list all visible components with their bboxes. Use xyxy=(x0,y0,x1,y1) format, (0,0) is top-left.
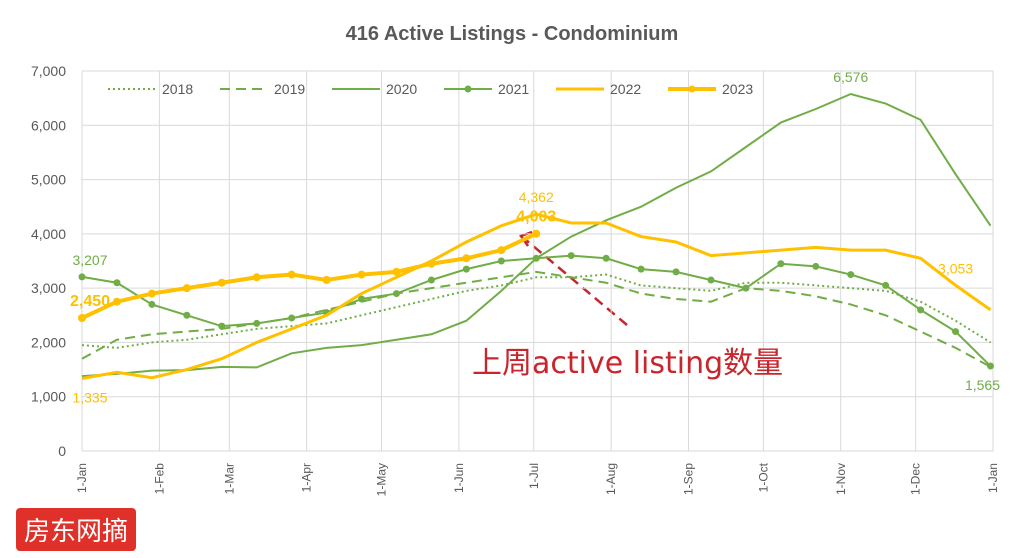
legend-marker xyxy=(688,85,696,93)
x-tick-label: 1-Sep xyxy=(682,463,696,495)
marker xyxy=(113,279,121,287)
legend-label: 2019 xyxy=(274,81,305,97)
series-line xyxy=(81,270,991,368)
marker xyxy=(917,306,925,314)
data-label: 4,003 xyxy=(516,209,556,226)
data-label: 1,565 xyxy=(965,377,1000,393)
data-label: 6,576 xyxy=(833,69,868,85)
marker xyxy=(532,254,540,262)
marker xyxy=(952,328,960,336)
x-tick-label: 1-Mar xyxy=(222,463,236,494)
x-tick-label: 1-Aug xyxy=(604,463,618,495)
data-label: 2,450 xyxy=(70,293,110,310)
arrow-head xyxy=(519,230,533,247)
marker xyxy=(847,271,855,279)
marker xyxy=(777,260,785,268)
marker xyxy=(602,254,610,262)
y-tick-label: 5,000 xyxy=(31,172,66,188)
x-tick-label: 1-Jul xyxy=(527,463,541,489)
data-label: 1,335 xyxy=(72,390,107,406)
y-tick-label: 0 xyxy=(58,443,66,459)
watermark: 房东网摘 xyxy=(16,508,137,551)
marker xyxy=(147,289,156,298)
series-line xyxy=(81,212,992,381)
arrow xyxy=(525,239,628,326)
marker xyxy=(288,314,296,322)
marker xyxy=(217,278,226,287)
marker xyxy=(392,290,400,298)
marker xyxy=(78,314,86,322)
marker xyxy=(252,273,261,282)
marker xyxy=(148,300,156,308)
y-tick-label: 7,000 xyxy=(31,63,66,79)
marker xyxy=(253,319,261,327)
marker xyxy=(287,270,296,279)
marker xyxy=(358,295,366,303)
y-tick-label: 1,000 xyxy=(31,389,66,405)
marker xyxy=(707,276,715,284)
marker xyxy=(78,273,86,281)
marker xyxy=(462,254,471,263)
legend-label: 2018 xyxy=(162,81,193,97)
y-tick-label: 4,000 xyxy=(31,226,66,242)
marker xyxy=(392,267,401,276)
marker xyxy=(218,322,226,330)
data-label: 3,053 xyxy=(938,260,973,276)
y-tick-label: 2,000 xyxy=(31,334,66,350)
data-label: 4,362 xyxy=(519,189,554,205)
x-tick-label: 1-Dec xyxy=(909,463,923,495)
legend-label: 2021 xyxy=(498,81,529,97)
series-line xyxy=(81,273,992,349)
x-tick-label: 1-May xyxy=(375,463,389,496)
marker xyxy=(672,268,680,276)
annotation: 上周active listing数量 xyxy=(472,346,784,381)
marker xyxy=(567,252,575,260)
y-tick-label: 6,000 xyxy=(31,117,66,133)
marker xyxy=(742,284,750,292)
legend-label: 2020 xyxy=(386,81,417,97)
marker xyxy=(637,265,645,273)
x-tick-label: 1-Apr xyxy=(300,463,314,492)
marker xyxy=(497,257,505,265)
x-tick-label: 1-Feb xyxy=(152,463,166,495)
marker xyxy=(462,265,470,273)
marker xyxy=(182,284,191,293)
marker xyxy=(183,311,191,319)
marker xyxy=(882,281,890,289)
series-line xyxy=(81,231,538,320)
x-tick-label: 1-Jun xyxy=(452,463,466,493)
marker xyxy=(112,297,121,306)
x-tick-label: 1-Jan xyxy=(986,463,1000,493)
legend-label: 2023 xyxy=(722,81,753,97)
marker xyxy=(497,246,506,255)
chart-title: 416 Active Listings - Condominium xyxy=(346,23,679,45)
legend-marker xyxy=(464,85,472,93)
x-tick-label: 1-Nov xyxy=(834,463,848,495)
x-tick-label: 1-Oct xyxy=(756,462,770,492)
marker xyxy=(532,229,541,238)
marker xyxy=(427,276,435,284)
marker xyxy=(322,276,331,284)
legend-label: 2022 xyxy=(610,81,641,97)
y-tick-label: 3,000 xyxy=(31,280,66,296)
marker xyxy=(987,362,995,370)
marker xyxy=(427,259,436,268)
marker xyxy=(357,270,366,279)
x-tick-label: 1-Jan xyxy=(75,463,89,493)
marker xyxy=(812,262,820,270)
data-label: 3,207 xyxy=(72,252,107,268)
